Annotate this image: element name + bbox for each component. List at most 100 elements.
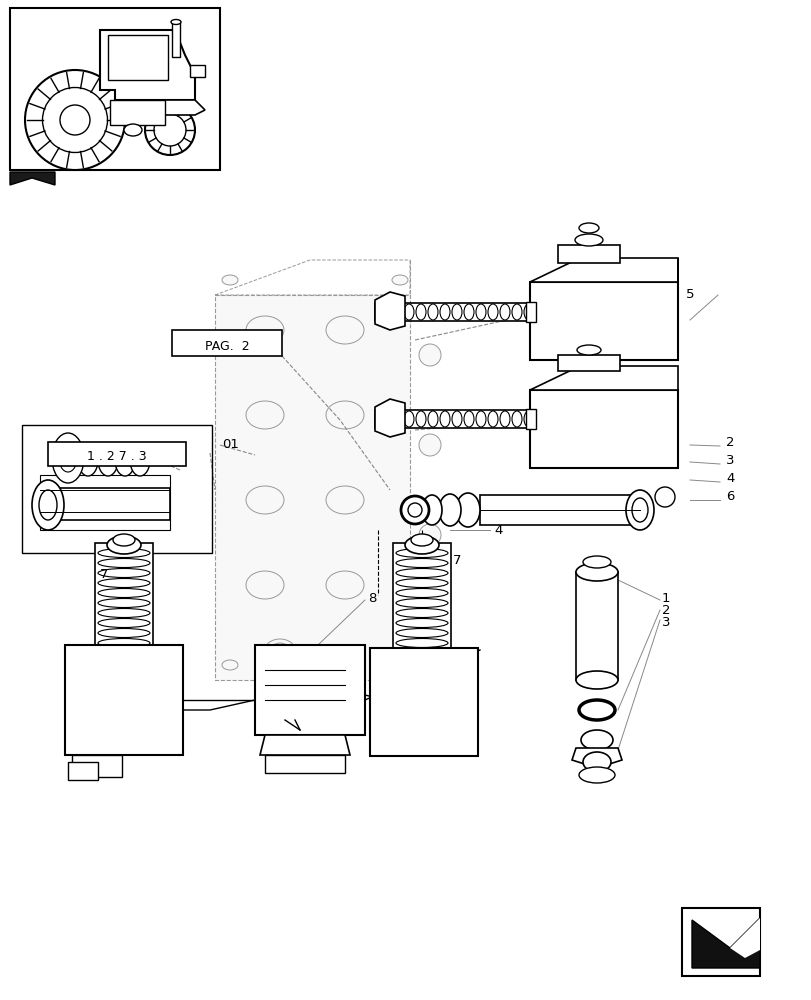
Ellipse shape [60,105,90,135]
Bar [255,645,365,735]
Polygon shape [260,735,350,755]
Ellipse shape [410,534,432,546]
Ellipse shape [631,498,647,522]
Ellipse shape [396,629,448,638]
Text: 8: 8 [367,591,376,604]
Ellipse shape [401,496,428,524]
Ellipse shape [154,114,186,146]
Ellipse shape [396,598,448,607]
Bar [172,330,281,356]
Polygon shape [375,399,405,437]
Text: 2: 2 [725,436,734,450]
Ellipse shape [221,275,238,285]
Polygon shape [530,366,677,390]
Ellipse shape [452,304,461,320]
Ellipse shape [98,558,150,568]
Text: 7: 7 [453,554,461,566]
Ellipse shape [523,304,534,320]
Ellipse shape [246,316,284,344]
Bar [557,245,620,263]
Bar [264,755,345,773]
Ellipse shape [452,411,461,427]
Ellipse shape [487,304,497,320]
Ellipse shape [171,20,181,25]
Ellipse shape [463,411,474,427]
Ellipse shape [380,411,389,427]
Polygon shape [375,292,405,330]
Bar [215,295,410,680]
Bar [530,390,677,468]
Bar [393,543,450,651]
Polygon shape [115,100,204,115]
Ellipse shape [500,304,509,320]
Ellipse shape [625,490,653,530]
Ellipse shape [456,493,479,527]
Ellipse shape [396,578,448,587]
Ellipse shape [39,490,57,520]
Bar [68,762,98,780]
Bar [72,755,122,777]
Text: 01: 01 [221,438,238,452]
Ellipse shape [25,70,125,170]
Polygon shape [729,918,759,958]
Ellipse shape [475,304,486,320]
Ellipse shape [427,304,437,320]
Ellipse shape [42,88,107,153]
Ellipse shape [582,556,610,568]
Ellipse shape [98,578,150,587]
Ellipse shape [404,411,414,427]
Bar [530,282,677,360]
Ellipse shape [396,558,448,568]
Polygon shape [100,30,195,100]
Ellipse shape [396,568,448,578]
Bar [190,65,204,77]
Ellipse shape [463,304,474,320]
Bar [40,488,169,520]
Ellipse shape [130,444,150,476]
Text: 3: 3 [725,454,734,468]
Ellipse shape [98,618,150,628]
Ellipse shape [396,618,448,628]
Ellipse shape [418,524,440,546]
Bar [681,908,759,976]
Ellipse shape [578,223,599,233]
Polygon shape [530,258,677,282]
Text: 1: 1 [661,591,670,604]
Ellipse shape [325,401,363,429]
Ellipse shape [107,536,141,554]
Ellipse shape [407,503,422,517]
Ellipse shape [98,548,150,558]
Polygon shape [571,748,621,768]
Ellipse shape [487,411,497,427]
Text: 1 . 2 7 . 3: 1 . 2 7 . 3 [87,450,147,462]
Ellipse shape [98,588,150,597]
Bar [375,303,534,321]
Ellipse shape [98,629,150,638]
Ellipse shape [98,639,150,648]
Ellipse shape [246,571,284,599]
Ellipse shape [392,660,407,670]
Ellipse shape [415,304,426,320]
Bar [65,645,182,755]
Text: 4: 4 [725,473,733,486]
Ellipse shape [392,275,407,285]
Ellipse shape [264,639,294,661]
Ellipse shape [523,411,534,427]
Ellipse shape [98,608,150,617]
Ellipse shape [98,598,150,607]
Polygon shape [691,918,759,968]
Ellipse shape [422,495,441,525]
Ellipse shape [574,234,603,246]
Ellipse shape [246,401,284,429]
Ellipse shape [221,660,238,670]
Bar [370,648,478,756]
Bar [40,475,169,530]
Ellipse shape [396,588,448,597]
Ellipse shape [418,344,440,366]
Text: 2: 2 [661,603,670,616]
Ellipse shape [325,571,363,599]
Ellipse shape [396,608,448,617]
Text: 6: 6 [725,490,733,504]
Ellipse shape [578,767,614,783]
Ellipse shape [271,643,289,657]
